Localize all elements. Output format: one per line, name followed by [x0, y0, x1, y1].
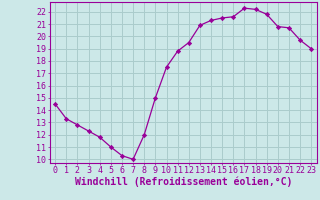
- X-axis label: Windchill (Refroidissement éolien,°C): Windchill (Refroidissement éolien,°C): [75, 177, 292, 187]
